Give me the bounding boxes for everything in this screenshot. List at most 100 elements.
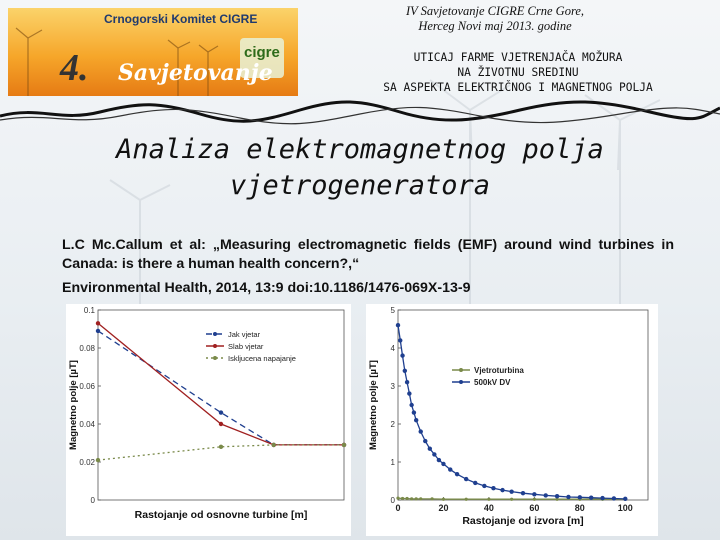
data-point	[600, 495, 605, 501]
x-tick-label: 60	[529, 503, 539, 513]
topic-line-2: NA ŽIVOTNU SREDINU	[457, 66, 579, 79]
legend-marker	[213, 332, 217, 336]
chart-distance-comparison: 0 1 2 3 4 5 0 20 40 60 80 100 Rastojanje od izvora […	[366, 304, 658, 536]
data-point	[623, 496, 628, 502]
data-point	[398, 338, 403, 343]
data-point	[510, 497, 514, 501]
data-point	[400, 353, 405, 358]
data-point	[566, 494, 571, 500]
data-point	[555, 497, 559, 501]
conference-line-1: IV Savjetovanje CIGRE Crne Gore,	[405, 4, 585, 18]
data-point	[400, 496, 405, 501]
y-tick-label: 0.08	[79, 344, 95, 353]
data-point	[341, 442, 347, 448]
data-point	[409, 402, 414, 408]
legend-label: Vjetroturbina	[474, 366, 524, 375]
y-tick-label: 4	[391, 344, 396, 353]
data-point	[95, 328, 101, 334]
data-point	[436, 457, 442, 463]
y-axis-label: Magnetno polje [µT]	[368, 360, 379, 450]
x-tick-label: 0	[395, 503, 400, 513]
legend-label: Iskljucena napajanje	[228, 354, 296, 363]
data-point	[430, 497, 434, 501]
data-point	[432, 452, 437, 457]
y-tick-label: 2	[391, 420, 396, 429]
data-point	[473, 480, 478, 486]
data-point	[482, 483, 487, 489]
x-tick-label: 80	[575, 503, 585, 513]
plot-area	[97, 309, 345, 501]
data-point	[463, 476, 469, 482]
x-tick-label: 40	[484, 503, 494, 513]
x-axis-label: Rastojanje od osnovne turbine [m]	[135, 509, 308, 521]
data-point	[487, 497, 491, 501]
data-point	[411, 410, 417, 415]
y-tick-label: 1	[391, 458, 396, 467]
y-tick-label: 0.06	[79, 382, 95, 391]
series-line-1	[397, 497, 626, 500]
data-point	[405, 496, 409, 501]
data-point	[509, 489, 514, 494]
topic-line-3: SA ASPEKTA ELEKTRIČNOG I MAGNETNOG POLJA	[383, 81, 653, 94]
chart-wind-turbine-field: 0 0.02 0.04 0.06 0.08 0.1 Rastojanje od osnovn…	[66, 304, 351, 536]
data-point	[95, 457, 101, 463]
data-point	[419, 497, 423, 501]
data-point	[95, 321, 101, 326]
data-point	[395, 323, 401, 328]
data-point	[448, 467, 453, 472]
data-point	[396, 496, 400, 500]
data-point	[588, 495, 594, 500]
x-tick-label: 20	[438, 503, 448, 513]
legend-marker	[213, 356, 217, 360]
data-point	[611, 496, 617, 501]
data-point	[532, 497, 536, 501]
data-point	[454, 471, 460, 477]
legend-marker	[459, 380, 463, 384]
data-point	[218, 444, 224, 449]
y-tick-label: 0	[391, 496, 396, 505]
x-tick-label: 100	[618, 503, 633, 513]
x-axis-label: Rastojanje od izvora [m]	[462, 515, 583, 527]
data-point	[543, 493, 548, 498]
legend-label: Slab vjetar	[228, 342, 264, 351]
logo-word: Savjetovanje	[118, 60, 273, 86]
reference-citation-source: Environmental Health, 2014, 13:9 doi:10.…	[62, 280, 471, 296]
legend-label: Jak vjetar	[228, 330, 261, 339]
data-point	[402, 368, 408, 373]
data-point	[577, 495, 583, 500]
data-point	[218, 421, 224, 427]
y-tick-label: 3	[391, 382, 396, 391]
data-point	[413, 418, 419, 423]
data-point	[532, 492, 537, 497]
data-point	[404, 380, 410, 385]
data-point	[520, 490, 526, 496]
data-point	[554, 494, 560, 499]
data-point	[441, 461, 446, 467]
data-point	[218, 410, 224, 415]
turbine-icon	[15, 27, 284, 96]
y-tick-label: 0.04	[79, 420, 95, 429]
cigre-logo: Crnogorski Komitet CIGRE 4. Savjetovanje…	[8, 8, 298, 96]
conference-info: IV Savjetovanje CIGRE Crne Gore, Herceg …	[320, 4, 670, 34]
data-point	[410, 497, 414, 501]
topic-line-1: UTICAJ FARME VJETRENJAČA MOŽURA	[413, 51, 623, 64]
slide-title: Analiza elektromagnetnog polja vjetrogen…	[40, 132, 680, 204]
y-tick-label: 0.02	[79, 458, 95, 467]
data-point	[423, 438, 428, 444]
y-tick-label: 0	[91, 496, 96, 505]
y-tick-label: 0.1	[84, 306, 96, 315]
reference-citation: L.C Mc.Callum et al: „Measuring electrom…	[62, 237, 674, 272]
logo-number: 4.	[60, 47, 89, 89]
legend-label: 500kV DV	[474, 378, 511, 387]
cigre-brand-text: cigre	[244, 44, 280, 61]
title-line-1: Analiza elektromagnetnog polja	[116, 134, 604, 165]
y-axis-label: Magnetno polje [µT]	[68, 360, 79, 450]
series-line-3	[97, 444, 344, 461]
data-point	[414, 497, 418, 501]
y-tick-label: 5	[391, 306, 396, 315]
title-line-2: vjetrogeneratora	[229, 170, 491, 201]
data-point	[407, 391, 412, 396]
data-point	[464, 497, 468, 501]
legend-marker	[459, 368, 463, 372]
